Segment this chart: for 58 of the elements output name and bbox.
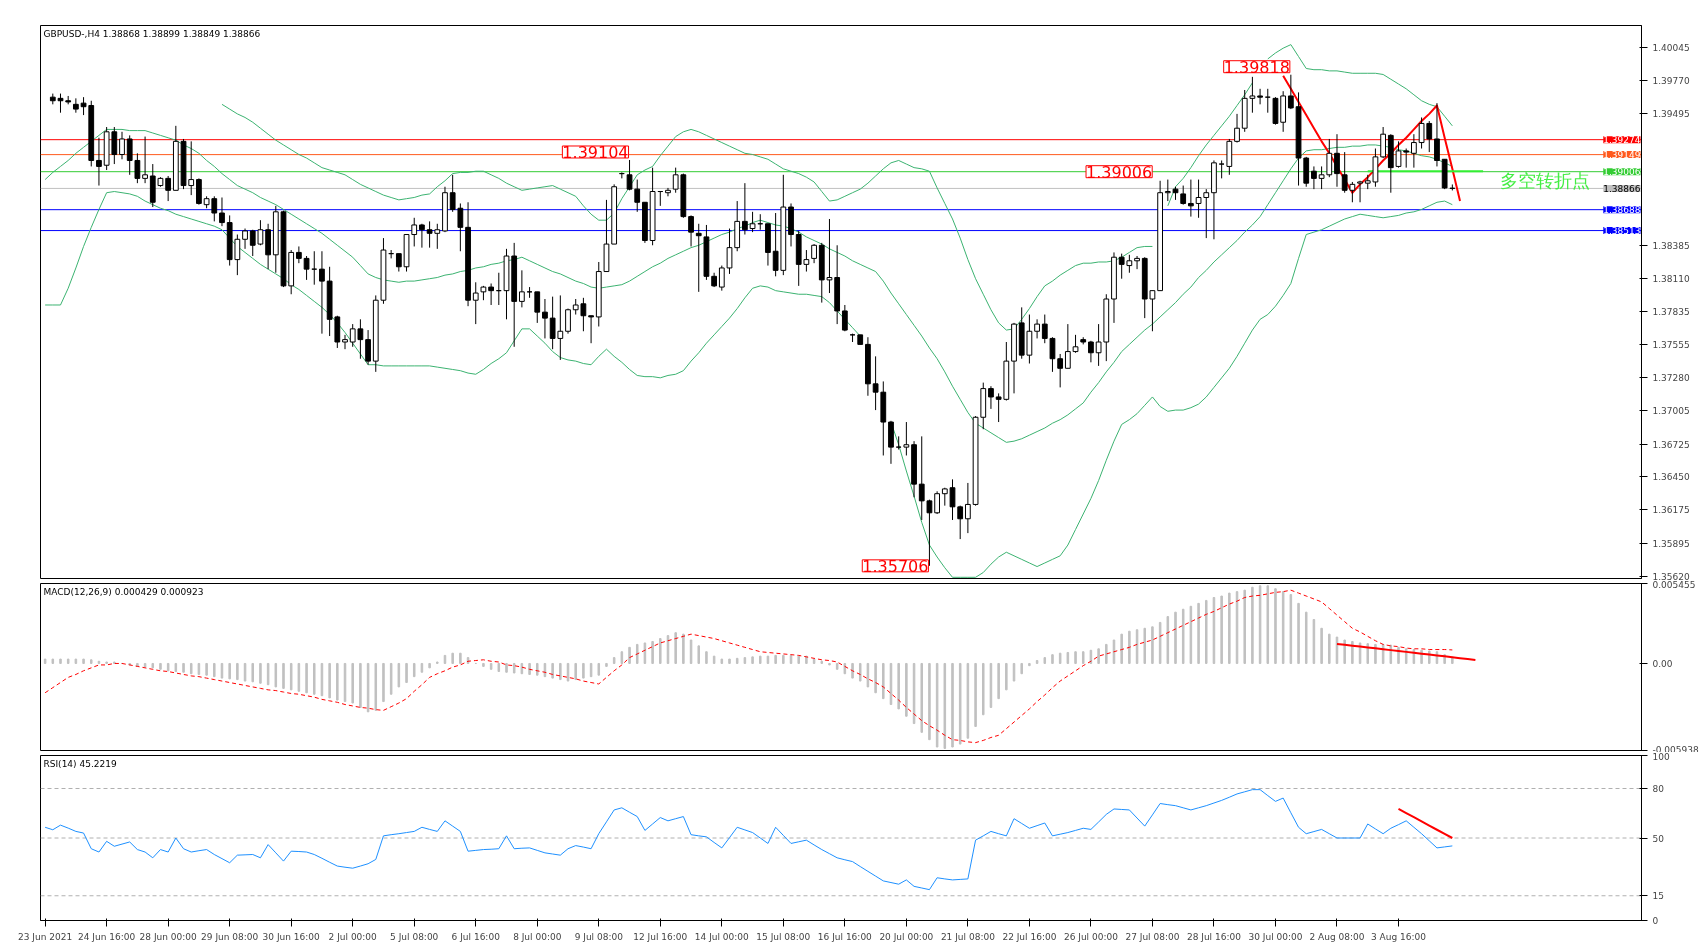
y-tick-label: 1.37555 xyxy=(1652,340,1690,351)
annotation: 1.39006 xyxy=(1086,162,1153,182)
y-tick-label: 1.35620 xyxy=(1652,571,1690,582)
annotation: 1.39104 xyxy=(562,142,629,162)
chart-title: MACD(12,26,9) 0.000429 0.000923 xyxy=(43,586,204,597)
x-tick-label: 14 Jul 00:00 xyxy=(694,931,750,942)
x-tick-label: 16 Jul 16:00 xyxy=(817,931,873,942)
x-tick-label: 24 Jun 16:00 xyxy=(78,931,136,942)
x-tick-label: 27 Jul 08:00 xyxy=(1125,931,1180,942)
x-tick-label: 20 Jul 00:00 xyxy=(879,931,934,942)
x-tick-label: 6 Jul 16:00 xyxy=(451,931,501,942)
ref-line-label: 1.39149 xyxy=(1603,150,1641,161)
y-tick-label: 1.38110 xyxy=(1652,274,1690,285)
y-tick-label: 1.37280 xyxy=(1652,373,1690,384)
ref-line-label: 1.38513 xyxy=(1603,226,1641,237)
x-tick-label: 3 Aug 16:00 xyxy=(1371,931,1427,942)
annotation: 多空转折点 xyxy=(1500,169,1591,191)
x-tick-label: 15 Jul 08:00 xyxy=(756,931,811,942)
y-tick-label: 1.40045 xyxy=(1652,43,1690,54)
y-tick-label: 1.38385 xyxy=(1652,241,1690,252)
y-tick-label: 1.37005 xyxy=(1652,406,1690,417)
x-tick-label: 26 Jul 00:00 xyxy=(1063,931,1119,942)
y-tick-label: 0.005455 xyxy=(1652,579,1696,590)
x-tick-label: 30 Jul 00:00 xyxy=(1248,931,1303,942)
annotation: 1.35706 xyxy=(862,556,929,576)
x-tick-label: 9 Jul 08:00 xyxy=(574,931,624,942)
x-tick-label: 2 Jul 00:00 xyxy=(328,931,378,942)
y-tick-label: 15 xyxy=(1652,891,1664,902)
x-tick-label: 5 Jul 08:00 xyxy=(390,931,439,942)
y-tick-label: 1.36450 xyxy=(1652,472,1690,483)
y-tick-label: 1.39495 xyxy=(1652,108,1690,119)
ref-line-label: 1.38688 xyxy=(1603,205,1641,216)
x-tick-label: 2 Aug 08:00 xyxy=(1309,931,1365,942)
x-tick-label: 22 Jul 16:00 xyxy=(1002,931,1057,942)
y-tick-label: 1.36725 xyxy=(1652,439,1690,450)
y-tick-label: 1.36175 xyxy=(1652,505,1690,516)
x-tick-label: 23 Jun 2021 xyxy=(18,931,73,942)
x-tick-label: 12 Jul 16:00 xyxy=(633,931,688,942)
y-tick-label: 1.35895 xyxy=(1652,538,1690,549)
chart-title: GBPUSD-,H4 1.38868 1.38899 1.38849 1.38866 xyxy=(43,28,261,39)
y-tick-label: 80 xyxy=(1652,784,1665,794)
x-tick-label: 29 Jun 08:00 xyxy=(201,931,259,942)
y-tick-label: 100 xyxy=(1652,751,1670,762)
x-tick-label: 21 Jul 08:00 xyxy=(940,931,996,942)
chart-title: RSI(14) 45.2219 xyxy=(43,758,117,769)
x-tick-label: 28 Jul 16:00 xyxy=(1186,931,1242,942)
ref-line-label: 1.39006 xyxy=(1603,167,1641,178)
x-tick-label: 28 Jun 00:00 xyxy=(139,931,198,942)
y-tick-label: 1.39770 xyxy=(1652,75,1690,86)
ref-line-label: 1.39274 xyxy=(1603,135,1641,146)
y-tick-label: 50 xyxy=(1652,833,1665,844)
y-tick-label: 0 xyxy=(1652,916,1659,926)
x-tick-label: 8 Jul 00:00 xyxy=(513,931,562,942)
y-tick-label: 0.00 xyxy=(1652,658,1673,669)
x-tick-label: 30 Jun 16:00 xyxy=(262,931,321,942)
annotation: 1.39818 xyxy=(1223,57,1290,77)
ref-line-label: 1.38866 xyxy=(1603,183,1641,194)
y-tick-label: 1.37835 xyxy=(1652,307,1690,318)
